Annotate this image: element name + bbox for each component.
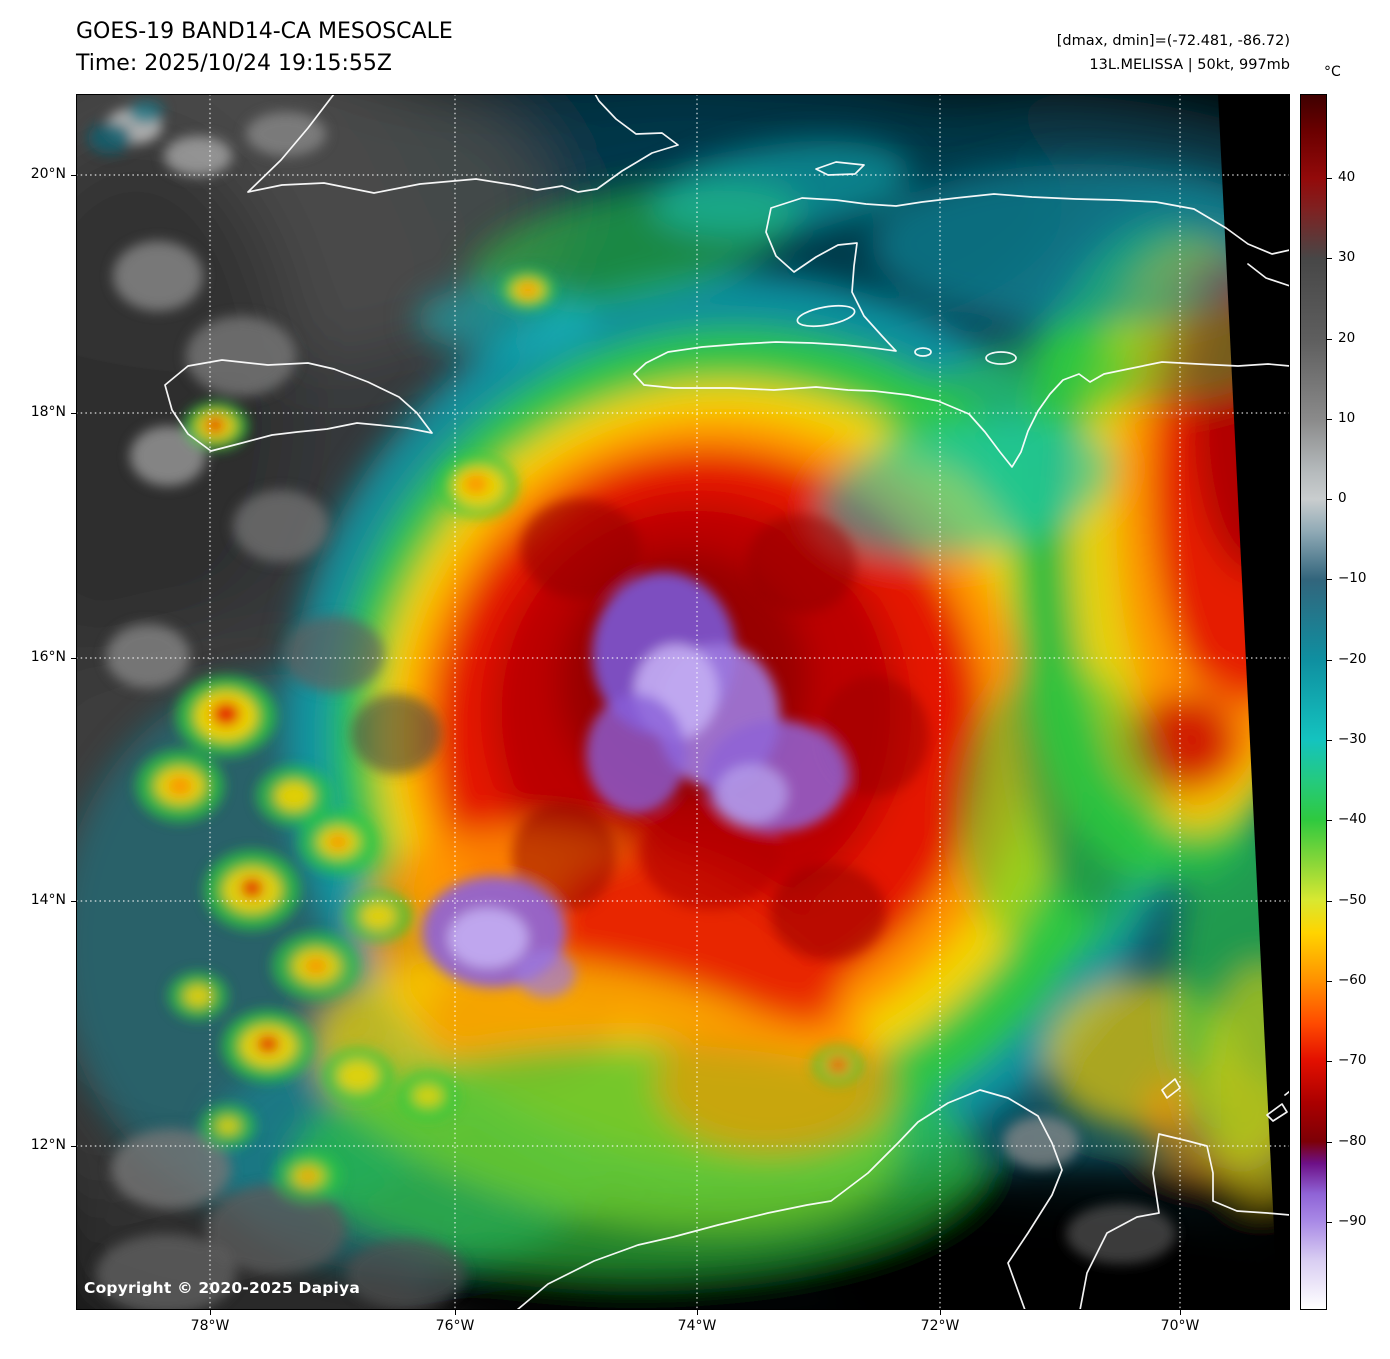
lat-tick xyxy=(71,175,76,176)
colorbar-tick xyxy=(1327,339,1332,340)
colorbar-tick xyxy=(1327,901,1332,902)
coastline-jamaica xyxy=(164,359,433,452)
temperature-colorbar xyxy=(1300,94,1327,1310)
colorbar-tick xyxy=(1327,660,1332,661)
colorbar-tick xyxy=(1327,579,1332,580)
satellite-raster xyxy=(76,94,1290,1310)
colorbar-tick xyxy=(1327,419,1332,420)
colorbar-tick xyxy=(1327,1222,1332,1223)
lon-label-78w: 78°W xyxy=(190,1318,230,1334)
lat-tick xyxy=(71,658,76,659)
gridlines xyxy=(76,94,1290,1310)
colorbar-label-m20: −20 xyxy=(1338,651,1367,667)
lon-label-70w: 70°W xyxy=(1160,1318,1200,1334)
lat-tick xyxy=(71,901,76,902)
colorbar-tick xyxy=(1327,499,1332,500)
lat-tick xyxy=(71,1146,76,1147)
coastline-curacao xyxy=(1266,1103,1288,1122)
storm-readout: 13L.MELISSA | 50kt, 997mb xyxy=(1089,56,1290,73)
colorbar-label-30: 30 xyxy=(1338,249,1356,265)
coastline-aruba xyxy=(1161,1078,1181,1099)
coastlines xyxy=(164,94,1290,1310)
lon-tick xyxy=(1180,1310,1181,1315)
colorbar-label-20: 20 xyxy=(1338,330,1356,346)
coastline-samana-bay xyxy=(1247,263,1290,287)
colorbar-tick xyxy=(1327,1142,1332,1143)
no-data-wedge xyxy=(1218,94,1290,1310)
colorbar-tick xyxy=(1327,258,1332,259)
plot-border xyxy=(76,94,1290,1310)
lat-label-16n: 16°N xyxy=(30,649,66,665)
colorbar-label-0: 0 xyxy=(1338,490,1347,506)
lon-label-72w: 72°W xyxy=(920,1318,960,1334)
colorbar-label-10: 10 xyxy=(1338,410,1356,426)
header-right: [dmax, dmin]=(-72.481, -86.72) 13L.MELIS… xyxy=(1057,30,1290,78)
colorbar-tick xyxy=(1327,1061,1332,1062)
lat-label-18n: 18°N xyxy=(30,404,66,420)
lat-tick xyxy=(71,413,76,414)
colorbar-label-m90: −90 xyxy=(1338,1213,1367,1229)
colorbar-label-m60: −60 xyxy=(1338,972,1367,988)
colorbar-label-m70: −70 xyxy=(1338,1052,1367,1068)
copyright-watermark: Copyright © 2020-2025 Dapiya xyxy=(84,1279,361,1297)
product-title: GOES-19 BAND14-CA MESOSCALE xyxy=(76,19,453,44)
lon-tick xyxy=(940,1310,941,1315)
lon-label-74w: 74°W xyxy=(677,1318,717,1334)
colorbar-label-40: 40 xyxy=(1338,169,1356,185)
coastline-hispaniola xyxy=(633,193,1290,468)
lon-tick xyxy=(455,1310,456,1315)
lake-enriquillo xyxy=(985,351,1017,365)
colorbar-unit-label: °C xyxy=(1324,64,1341,80)
coastline-south-america-west xyxy=(516,1089,1063,1310)
range-readout: [dmax, dmin]=(-72.481, -86.72) xyxy=(1056,33,1290,49)
coastline-south-america-east xyxy=(1079,1133,1290,1310)
colorbar-tick xyxy=(1327,981,1332,982)
lon-tick xyxy=(210,1310,211,1315)
coastline-tortuga xyxy=(815,161,865,176)
colorbar-tick xyxy=(1327,820,1332,821)
colorbar-tick xyxy=(1327,740,1332,741)
colorbar-label-m40: −40 xyxy=(1338,811,1367,827)
lon-label-76w: 76°W xyxy=(435,1318,475,1334)
lake-saumatre xyxy=(914,347,932,357)
colorbar-label-m10: −10 xyxy=(1338,570,1367,586)
lat-label-20n: 20°N xyxy=(30,166,66,182)
storm-details xyxy=(88,100,1176,1310)
coastline-cuba xyxy=(247,94,679,194)
header-left: GOES-19 BAND14-CA MESOSCALE Time: 2025/1… xyxy=(76,16,453,80)
satellite-map: Copyright © 2020-2025 Dapiya xyxy=(76,94,1290,1310)
colorbar-tick xyxy=(1327,178,1332,179)
lat-label-14n: 14°N xyxy=(30,892,66,908)
lat-label-12n: 12°N xyxy=(30,1137,66,1153)
colorbar-label-m30: −30 xyxy=(1338,731,1367,747)
timestamp: Time: 2025/10/24 19:15:55Z xyxy=(76,50,392,76)
colorbar-label-m80: −80 xyxy=(1338,1133,1367,1149)
lon-tick xyxy=(697,1310,698,1315)
colorbar-label-m50: −50 xyxy=(1338,892,1367,908)
coastline-gonave-island xyxy=(796,304,856,328)
